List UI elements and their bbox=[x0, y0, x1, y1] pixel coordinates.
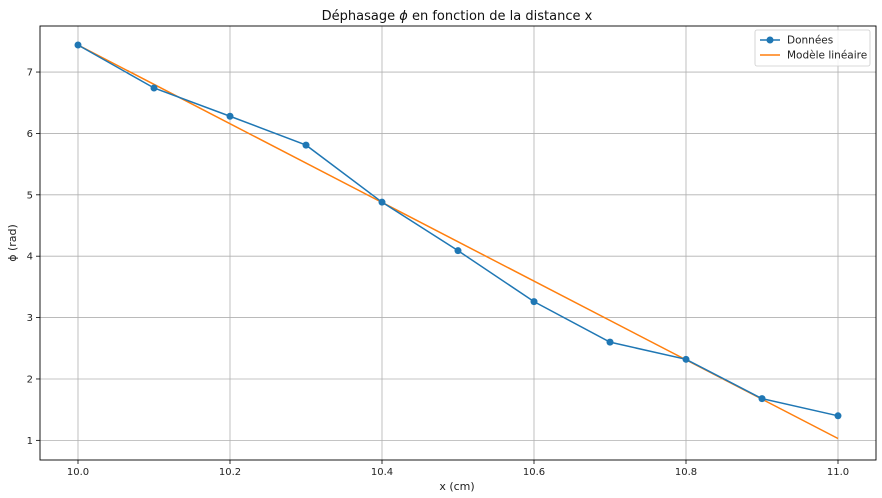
legend-label-donnees: Données bbox=[787, 35, 833, 47]
chart-title-suffix: en fonction de la distance x bbox=[408, 9, 593, 24]
data-point bbox=[302, 141, 310, 149]
y-tick-label: 1 bbox=[27, 436, 33, 447]
chart-title: Déphasage ϕ en fonction de la distance x bbox=[322, 9, 593, 24]
data-point bbox=[758, 395, 766, 403]
series-line-donnees bbox=[77, 44, 839, 417]
x-axis-ticks: 10.0 10.2 10.4 10.6 10.8 11.0 bbox=[67, 460, 849, 478]
chart-title-symbol: ϕ bbox=[399, 9, 408, 24]
y-tick-label: 4 bbox=[27, 252, 33, 263]
x-tick-label: 10.6 bbox=[523, 467, 545, 478]
x-axis-label: x (cm) bbox=[439, 480, 474, 493]
series-layer bbox=[74, 41, 842, 440]
x-tick-label: 10.0 bbox=[67, 467, 89, 478]
data-point bbox=[606, 338, 614, 346]
data-point bbox=[454, 247, 462, 255]
data-point bbox=[150, 84, 158, 92]
chart-title-prefix: Déphasage bbox=[322, 9, 400, 24]
y-tick-label: 7 bbox=[27, 68, 33, 79]
y-axis-ticks: 1 2 3 4 5 6 7 bbox=[27, 68, 40, 447]
y-tick-label: 2 bbox=[27, 374, 33, 385]
y-tick-label: 5 bbox=[27, 190, 33, 201]
x-tick-label: 11.0 bbox=[827, 467, 849, 478]
data-point bbox=[530, 298, 538, 306]
legend-box bbox=[754, 29, 871, 67]
plot-frame bbox=[39, 25, 877, 461]
x-tick-label: 10.4 bbox=[371, 467, 393, 478]
data-point bbox=[226, 112, 234, 120]
y-tick-label: 3 bbox=[27, 313, 33, 324]
x-tick-label: 10.2 bbox=[219, 467, 241, 478]
data-point bbox=[74, 41, 82, 49]
legend-marker bbox=[766, 36, 774, 44]
y-tick-label: 6 bbox=[27, 129, 33, 140]
y-axis-label: ϕ (rad) bbox=[6, 224, 19, 262]
data-point bbox=[834, 412, 842, 420]
grid bbox=[40, 26, 876, 460]
x-tick-label: 10.8 bbox=[675, 467, 697, 478]
legend: Données Modèle linéaire bbox=[754, 29, 871, 67]
data-point bbox=[682, 355, 690, 363]
data-point bbox=[378, 198, 386, 206]
legend-label-modele-lineaire: Modèle linéaire bbox=[787, 50, 867, 62]
